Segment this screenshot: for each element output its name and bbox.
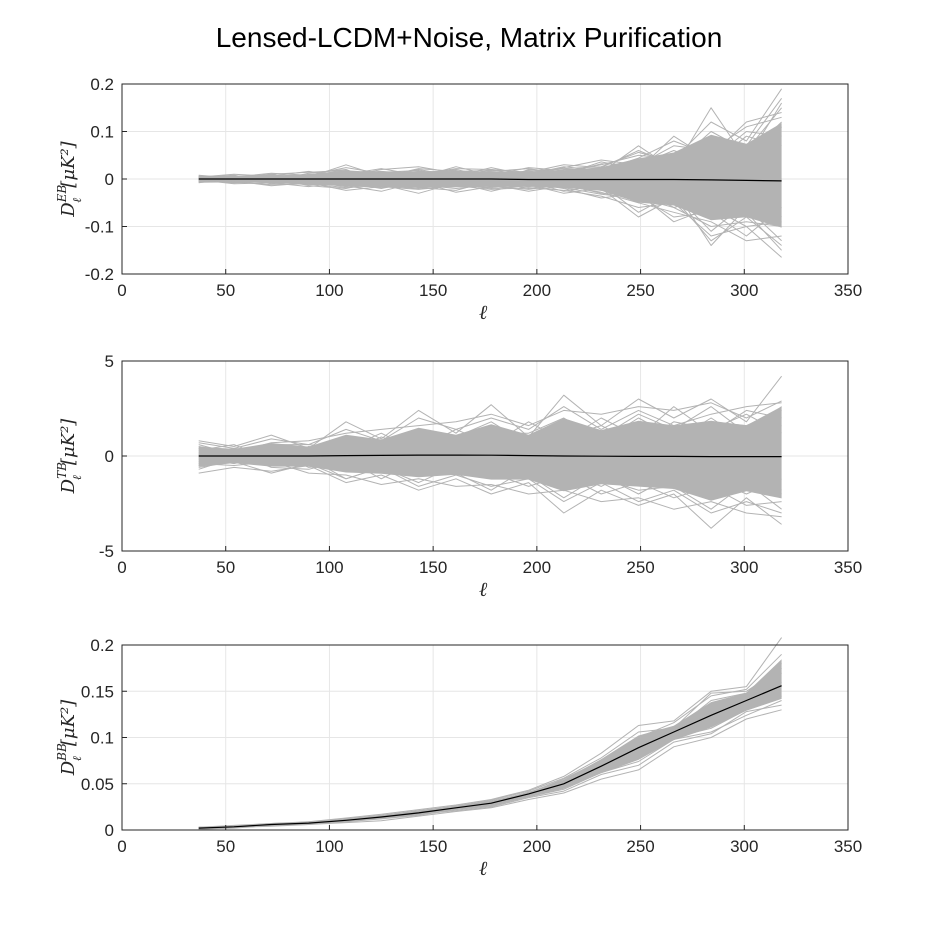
x-tick-label: 300 bbox=[730, 558, 758, 577]
y-axis-label-subscript: ℓ bbox=[70, 756, 84, 761]
realization-line-8 bbox=[198, 179, 782, 227]
y-axis-label-base: D bbox=[58, 202, 79, 218]
x-tick-label: 50 bbox=[216, 281, 235, 300]
panel-eb: 0 50 100 150 200 250 300 350-0.2-0.100.10.2ℓDEB… bbox=[55, 75, 862, 324]
y-axis-label: DTBℓ [μK²] bbox=[55, 418, 84, 495]
x-tick-label: 50 bbox=[216, 558, 235, 577]
realization-line-0 bbox=[198, 375, 782, 449]
y-axis-label-base: D bbox=[58, 760, 79, 776]
y-tick-label: 0.2 bbox=[90, 636, 114, 655]
x-tick-label: 150 bbox=[419, 558, 447, 577]
x-tick-label: 100 bbox=[315, 558, 343, 577]
x-tick-label: 350 bbox=[834, 281, 862, 300]
x-tick-label: 200 bbox=[523, 837, 551, 856]
x-tick-label: 200 bbox=[523, 281, 551, 300]
y-axis-label-superscript: EB bbox=[55, 185, 69, 204]
y-axis-label-subscript: ℓ bbox=[70, 475, 84, 480]
y-tick-label: 0.1 bbox=[90, 123, 114, 142]
y-axis-label-units: [μK²] bbox=[58, 140, 79, 187]
x-tick-label: 150 bbox=[419, 837, 447, 856]
y-axis-label: DBBℓ [μK²] bbox=[55, 699, 84, 776]
y-tick-label: 5 bbox=[105, 352, 114, 371]
x-tick-label: 250 bbox=[626, 558, 654, 577]
y-tick-label: 0.15 bbox=[81, 682, 114, 701]
x-tick-label: 250 bbox=[626, 281, 654, 300]
y-tick-label: 0.05 bbox=[81, 775, 114, 794]
x-tick-label: 200 bbox=[523, 558, 551, 577]
realization-line-3 bbox=[198, 461, 782, 518]
x-axis-label: ℓ bbox=[479, 300, 488, 324]
panel-bb: 0 50 100 150 200 250 300 35000.050.10.150.2ℓDBB… bbox=[55, 636, 862, 880]
y-axis-label-base: D bbox=[58, 478, 79, 494]
x-tick-label: 250 bbox=[626, 837, 654, 856]
y-axis-label: DEBℓ [μK²] bbox=[55, 140, 84, 217]
x-tick-label: 0 bbox=[117, 837, 126, 856]
y-axis-label-units: [μK²] bbox=[58, 418, 79, 465]
realization-line-2 bbox=[198, 400, 782, 453]
x-tick-label: 50 bbox=[216, 837, 235, 856]
mean-line bbox=[198, 178, 782, 182]
x-axis-label: ℓ bbox=[479, 856, 488, 880]
x-axis-label: ℓ bbox=[479, 577, 488, 601]
x-tick-label: 300 bbox=[730, 281, 758, 300]
mean-line bbox=[198, 685, 782, 829]
realization-band bbox=[198, 406, 782, 501]
y-tick-label: 0 bbox=[105, 170, 114, 189]
y-axis-label-superscript: TB bbox=[55, 462, 69, 479]
x-tick-label: 100 bbox=[315, 837, 343, 856]
x-tick-label: 300 bbox=[730, 837, 758, 856]
y-tick-label: 0.1 bbox=[90, 729, 114, 748]
realization-line-14 bbox=[198, 402, 782, 449]
realization-line-15 bbox=[198, 461, 782, 514]
y-axis-label-units: [μK²] bbox=[58, 699, 79, 746]
y-tick-label: -5 bbox=[99, 542, 114, 561]
realization-line-17 bbox=[198, 112, 782, 180]
realization-line-1 bbox=[198, 465, 782, 529]
x-tick-label: 150 bbox=[419, 281, 447, 300]
realization-band bbox=[198, 659, 782, 829]
x-tick-label: 0 bbox=[117, 558, 126, 577]
y-axis-label-superscript: BB bbox=[55, 743, 69, 762]
y-tick-label: 0 bbox=[105, 821, 114, 840]
x-tick-label: 100 bbox=[315, 281, 343, 300]
x-tick-label: 350 bbox=[834, 558, 862, 577]
y-tick-label: 0 bbox=[105, 447, 114, 466]
x-tick-label: 0 bbox=[117, 281, 126, 300]
y-axis-label-subscript: ℓ bbox=[70, 198, 84, 203]
y-tick-label: -0.2 bbox=[85, 265, 114, 284]
mean-line bbox=[198, 454, 782, 458]
figure-title: Lensed-LCDM+Noise, Matrix Purification bbox=[215, 22, 723, 53]
y-tick-label: 0.2 bbox=[90, 75, 114, 94]
x-tick-label: 350 bbox=[834, 837, 862, 856]
realization-band bbox=[198, 123, 782, 228]
y-tick-label: -0.1 bbox=[85, 218, 114, 237]
